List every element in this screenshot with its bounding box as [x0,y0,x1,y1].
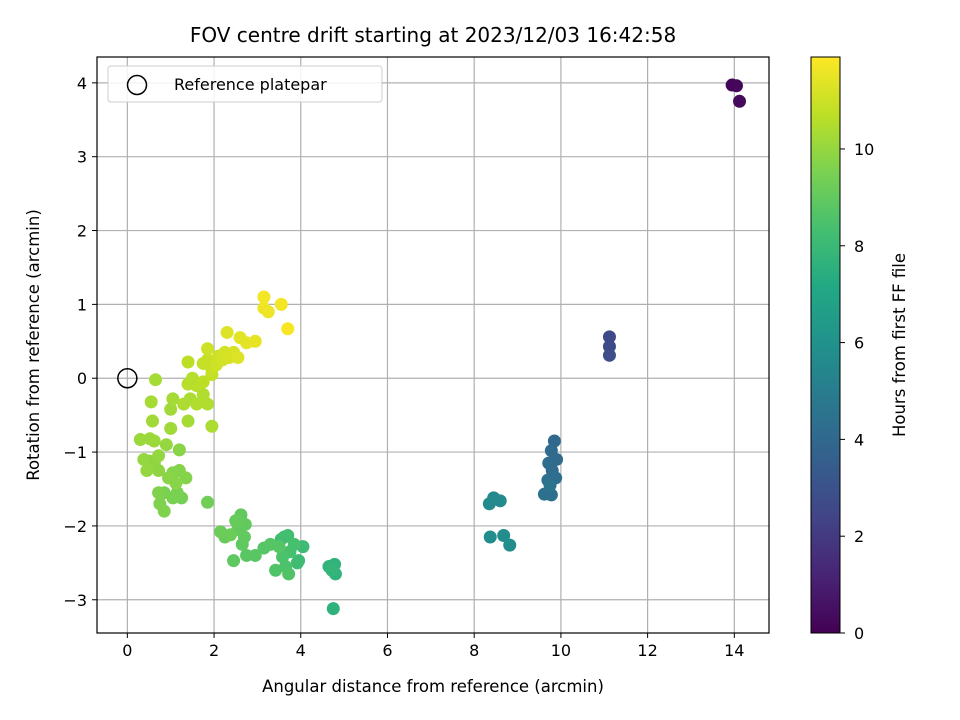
data-point [201,342,215,356]
y-axis-label: Rotation from reference (arcmin) [24,209,43,481]
data-point [240,548,254,562]
colorbar-label: Hours from first FF file [890,253,909,437]
y-axis-ticks: −3 −2 −1 0 1 2 3 4 [63,74,97,610]
data-point [181,414,195,428]
data-point [497,529,511,543]
x-tick-label: 14 [724,641,744,660]
data-point [602,348,616,362]
data-point [257,290,271,304]
x-axis-ticks: 0 2 4 6 8 10 12 14 [122,633,744,660]
legend-entry: Reference platepar [174,75,327,94]
data-point [729,79,743,93]
y-tick-label: −1 [63,443,87,462]
plot-frame [96,56,770,634]
colorbar-tick-label: 10 [854,140,874,159]
x-tick-label: 0 [122,641,132,660]
y-tick-label: 0 [77,369,87,388]
data-point [205,419,219,433]
x-tick-label: 2 [209,641,219,660]
legend-box [107,65,383,103]
data-point [274,297,288,311]
data-point [261,305,275,319]
data-point [326,602,340,616]
reference-point-marker [117,367,138,389]
data-points [133,78,747,616]
data-point [281,322,295,336]
data-point [503,538,517,552]
data-point [220,325,234,339]
colorbar-tick-label: 4 [854,430,864,449]
x-tick-label: 8 [469,641,479,660]
colorbar-tick-label: 6 [854,334,864,353]
data-point [190,397,204,411]
colorbar-tick-label: 8 [854,237,864,256]
data-point [201,495,215,509]
x-tick-label: 10 [551,641,571,660]
data-point [143,432,157,446]
data-point [229,514,243,528]
y-tick-label: 3 [77,148,87,167]
data-point [166,392,180,406]
colorbar-tick-label: 2 [854,527,864,546]
grid-lines [97,57,769,633]
colorbar-ticks: 0 2 4 6 8 10 [840,140,874,643]
data-point [140,464,154,478]
data-point [543,478,557,492]
colorbar-gradient [810,56,841,634]
data-point [290,556,304,570]
data-point [159,438,173,452]
data-point [196,375,210,389]
data-point [272,540,286,554]
data-point [170,486,184,500]
data-point [214,525,228,539]
data-point [157,504,171,518]
chart-title: FOV centre drift starting at 2023/12/03 … [190,23,676,47]
data-point [257,541,271,555]
x-axis-label: Angular distance from reference (arcmin) [262,677,604,696]
data-point [152,449,166,463]
data-point [227,554,241,568]
data-point [152,486,166,500]
y-tick-label: −3 [63,591,87,610]
x-tick-label: 6 [382,641,392,660]
data-point [169,476,183,490]
data-point [181,355,195,369]
data-point [137,452,151,466]
data-point [482,497,496,511]
data-point [248,334,262,348]
data-point [493,494,507,508]
data-point [282,567,296,581]
data-point [733,94,747,108]
legend-marker [126,74,148,96]
colorbar: 0 2 4 6 8 10 Hours from first FF file [810,56,909,643]
data-point [144,395,158,409]
data-point [269,563,283,577]
x-tick-label: 4 [296,641,306,660]
x-tick-label: 12 [637,641,657,660]
y-tick-label: 4 [77,74,87,93]
data-point [164,402,178,416]
colorbar-tick-label: 0 [854,624,864,643]
y-tick-label: −2 [63,517,87,536]
data-point [133,433,147,447]
data-point [164,421,178,435]
data-point [224,528,238,542]
data-point [149,373,163,387]
data-point [231,351,245,365]
y-tick-label: 2 [77,222,87,241]
data-point [602,330,616,344]
y-tick-label: 1 [77,295,87,314]
data-point [145,414,159,428]
legend: Reference platepar [107,65,383,103]
data-point [544,488,558,502]
data-point [172,443,186,457]
data-point [325,563,339,577]
data-point [483,530,497,544]
